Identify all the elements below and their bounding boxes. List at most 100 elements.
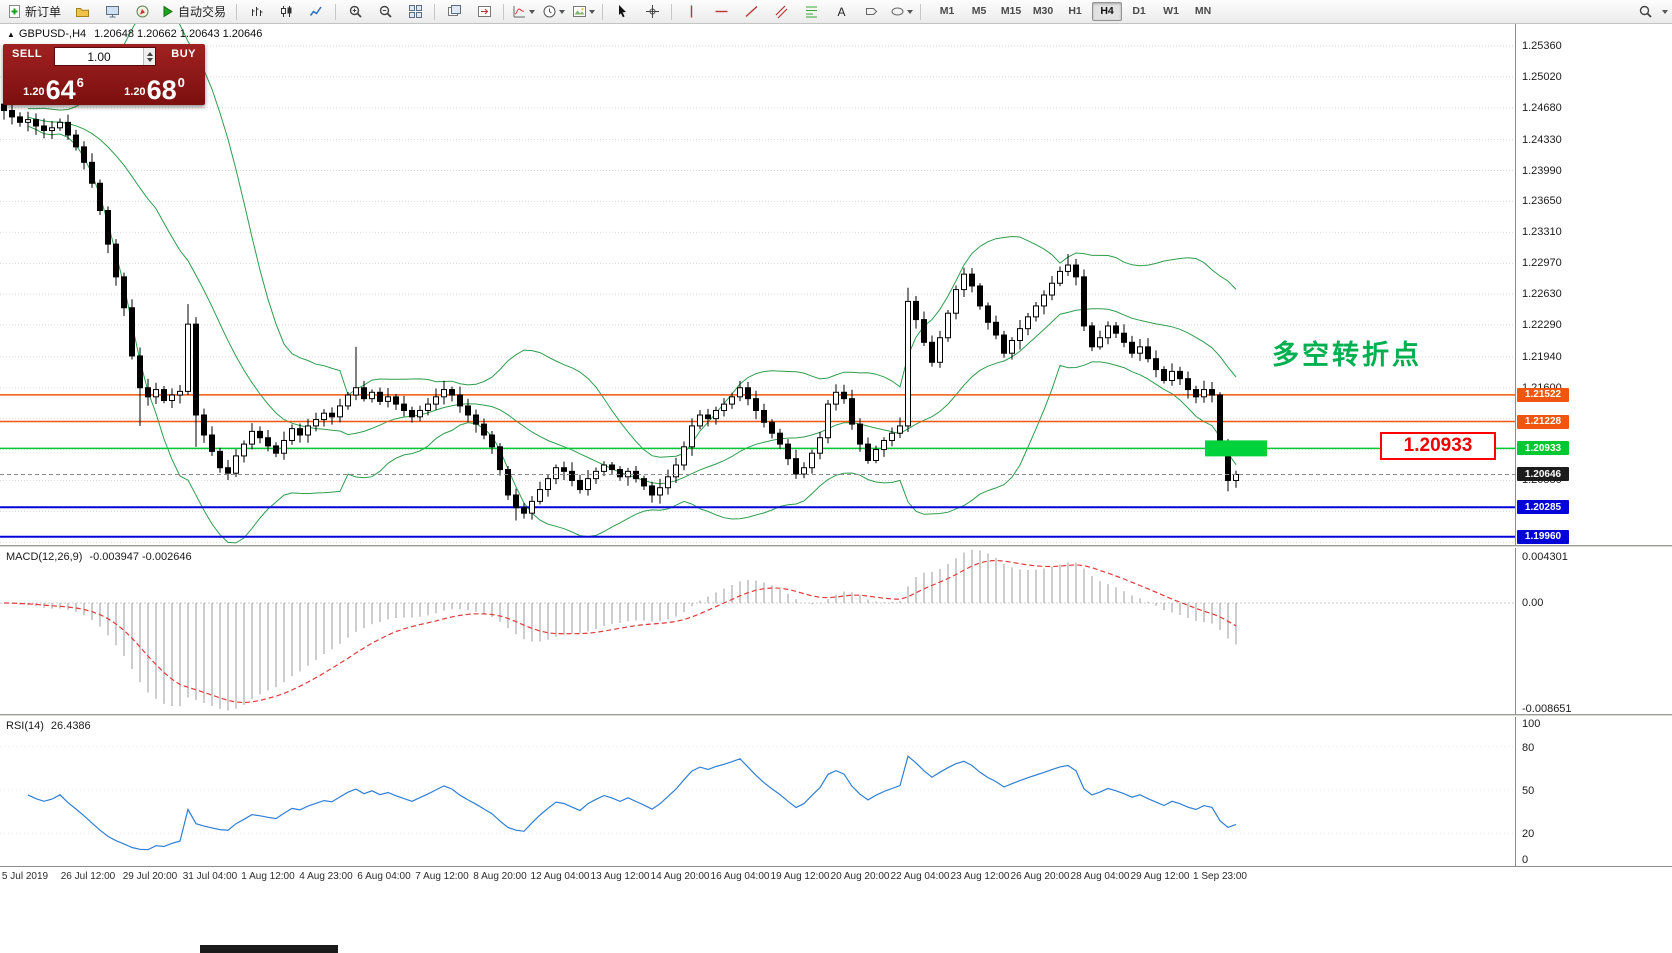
- toolbar-options-caret[interactable]: [1662, 10, 1668, 17]
- navigator-button[interactable]: [127, 1, 157, 23]
- vertical-line-tool-button[interactable]: [676, 1, 706, 23]
- rsi-name: RSI(14): [6, 720, 44, 732]
- price-axis-label: 1.25020: [1522, 70, 1562, 83]
- one-click-trading-panel: SELL 1.20 64 6 BUY 1.20 68 0 1.00: [3, 44, 205, 105]
- autotrading-button[interactable]: 自动交易: [157, 1, 232, 23]
- bar-chart-icon: [251, 7, 263, 16]
- sell-price-prefix: 1.20: [23, 86, 45, 98]
- chart-plot-area[interactable]: [0, 24, 1515, 866]
- tab-timeframe-MN[interactable]: MN: [1194, 5, 1212, 17]
- macd-panel-divider[interactable]: [0, 545, 1672, 548]
- market-watch-button[interactable]: [97, 1, 127, 23]
- indicators-menu-button[interactable]: [508, 1, 538, 23]
- search-button[interactable]: [1630, 1, 1660, 23]
- vertical-line-icon: [690, 5, 692, 18]
- new-order-icon: [9, 5, 20, 18]
- trendline-tool-button[interactable]: [736, 1, 766, 23]
- macd-axis-label: 0.00: [1522, 597, 1544, 609]
- time-axis-label: 4 Aug 23:00: [299, 871, 353, 882]
- periods-menu-button[interactable]: [538, 1, 568, 23]
- volume-down-icon[interactable]: [146, 57, 153, 65]
- tab-timeframe-W1[interactable]: W1: [1163, 5, 1179, 17]
- template-icon: [572, 6, 586, 17]
- tab-timeframe-M5[interactable]: M5: [971, 5, 987, 17]
- chart-shift-icon: [477, 6, 491, 17]
- volume-up-icon[interactable]: [146, 49, 153, 56]
- price-axis-label: 1.23310: [1522, 226, 1562, 239]
- main-toolbar: 新订单 自动交易: [0, 0, 1672, 24]
- one-click-toggle-icon[interactable]: ▲: [7, 30, 15, 39]
- text-tool-icon: A: [837, 5, 845, 19]
- indicators-caret-icon: [528, 10, 535, 17]
- tab-timeframe-M1[interactable]: M1: [939, 5, 955, 17]
- horizontal-line-icon: [715, 10, 728, 13]
- line-chart-mode-button[interactable]: [301, 1, 331, 23]
- time-axis-label: 13 Aug 12:00: [590, 871, 650, 882]
- price-level-label: 1.20933: [1380, 432, 1496, 460]
- symbol-info-bar: ▲ GBPUSD-,H4 1.20648 1.20662 1.20643 1.206…: [7, 28, 262, 40]
- timeframe-toolbar: M1 M5 M15 M30 H1 H4 D1 W1 MN: [931, 2, 1219, 21]
- volume-value[interactable]: 1.00: [87, 49, 111, 64]
- tab-timeframe-H1[interactable]: H1: [1068, 5, 1082, 17]
- price-line-badge: 1.20285: [1517, 500, 1569, 515]
- sell-price: 1.20 64 6: [3, 75, 104, 104]
- macd-axis-label: 0.004301: [1522, 551, 1568, 563]
- search-icon: [1639, 5, 1652, 18]
- crosshair-tool-button[interactable]: [637, 1, 667, 23]
- zoom-in-button[interactable]: [340, 1, 370, 23]
- fibonacci-icon: [805, 6, 817, 18]
- volume-spin-buttons[interactable]: [143, 48, 155, 65]
- crosshair-icon: [645, 5, 659, 18]
- horizontal-line-tool-button[interactable]: [706, 1, 736, 23]
- time-axis-label: 5 Jul 2019: [1, 871, 49, 882]
- price-axis-label: 1.23650: [1522, 195, 1562, 208]
- buy-button[interactable]: BUY 1.20 68 0: [104, 44, 205, 105]
- candlestick-icon: [280, 6, 292, 17]
- time-axis-label: 29 Aug 12:00: [1130, 871, 1190, 882]
- price-line-badge: 1.20933: [1517, 441, 1569, 456]
- tile-windows-button[interactable]: [400, 1, 430, 23]
- macd-values: -0.003947 -0.002646: [89, 551, 192, 563]
- shapes-menu-button[interactable]: [886, 1, 916, 23]
- sell-button[interactable]: SELL 1.20 64 6: [3, 44, 104, 105]
- svg-text:A: A: [837, 5, 845, 19]
- macd-name: MACD(12,26,9): [6, 551, 83, 563]
- new-chart-button[interactable]: [439, 1, 469, 23]
- tab-timeframe-D1[interactable]: D1: [1132, 5, 1146, 17]
- volume-stepper[interactable]: 1.00: [54, 47, 156, 66]
- bar-chart-mode-button[interactable]: [241, 1, 271, 23]
- price-axis-label: 1.22970: [1522, 257, 1562, 270]
- profiles-button[interactable]: [67, 1, 97, 23]
- time-axis-label: 22 Aug 04:00: [890, 871, 950, 882]
- folder-icon: [75, 8, 89, 17]
- buy-price-big: 68: [146, 75, 177, 106]
- sell-label: SELL: [12, 48, 43, 60]
- monitor-icon: [105, 6, 119, 18]
- ellipse-shape-icon: [891, 7, 904, 16]
- toolbar-separator: [503, 3, 505, 20]
- new-order-button[interactable]: 新订单: [4, 1, 67, 23]
- text-tool-button[interactable]: A: [826, 1, 856, 23]
- cursor-tool-button[interactable]: [607, 1, 637, 23]
- time-axis-label: 31 Jul 04:00: [182, 871, 238, 882]
- time-axis-label: 29 Jul 20:00: [122, 871, 178, 882]
- tab-timeframe-M15[interactable]: M15: [1000, 5, 1022, 17]
- time-axis-line: [0, 866, 1672, 867]
- time-axis-label: 14 Aug 20:00: [650, 871, 710, 882]
- rsi-panel-divider[interactable]: [0, 714, 1672, 717]
- channel-icon: [775, 5, 787, 19]
- fibonacci-tool-button[interactable]: [796, 1, 826, 23]
- chart-shift-button[interactable]: [469, 1, 499, 23]
- zoom-out-icon: [379, 5, 392, 18]
- templates-menu-button[interactable]: [568, 1, 598, 23]
- channel-tool-button[interactable]: [766, 1, 796, 23]
- zoom-out-button[interactable]: [370, 1, 400, 23]
- price-axis-label: 1.25360: [1522, 40, 1562, 52]
- buy-price: 1.20 68 0: [104, 75, 205, 106]
- candlestick-mode-button[interactable]: [271, 1, 301, 23]
- tab-timeframe-H4[interactable]: H4: [1092, 2, 1123, 21]
- price-line-badge: 1.19960: [1517, 529, 1569, 544]
- tab-timeframe-M30[interactable]: M30: [1032, 5, 1054, 17]
- time-axis-label: 7 Aug 12:00: [415, 871, 469, 882]
- label-tool-button[interactable]: [856, 1, 886, 23]
